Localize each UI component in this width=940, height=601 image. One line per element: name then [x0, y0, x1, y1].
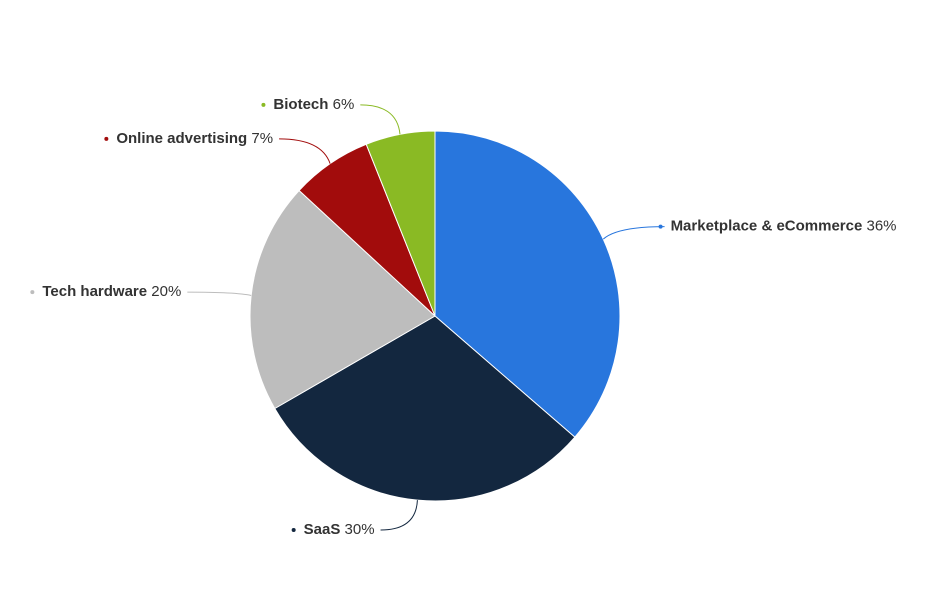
- pie-slice: [365, 130, 436, 317]
- slice-label: Online advertising 7%: [116, 130, 273, 147]
- pie-slice: [249, 189, 436, 410]
- category-name: Online advertising: [116, 130, 247, 147]
- slice-label: Tech hardware 20%: [42, 283, 181, 300]
- category-name: SaaS: [304, 521, 341, 538]
- slice-label: SaaS 30%: [304, 521, 375, 538]
- value-label: 6%: [333, 96, 355, 113]
- category-name: Biotech: [273, 96, 328, 113]
- connector: [187, 291, 252, 296]
- connector: [602, 226, 665, 240]
- value-label: 36%: [867, 218, 897, 235]
- slice-label: Biotech 6%: [273, 96, 354, 113]
- slice-label: Marketplace & eCommerce 36%: [671, 218, 897, 235]
- label-dot: [261, 102, 266, 107]
- connector: [279, 138, 331, 164]
- connector: [380, 500, 418, 531]
- value-label: 7%: [251, 130, 273, 147]
- value-label: 20%: [151, 283, 181, 300]
- category-name: Marketplace & eCommerce: [671, 218, 863, 235]
- label-dot: [30, 290, 35, 295]
- connector: [360, 104, 401, 135]
- label-dot: [104, 136, 109, 141]
- value-label: 30%: [345, 521, 375, 538]
- label-dot: [658, 224, 663, 229]
- category-name: Tech hardware: [42, 283, 147, 300]
- label-dot: [291, 528, 296, 533]
